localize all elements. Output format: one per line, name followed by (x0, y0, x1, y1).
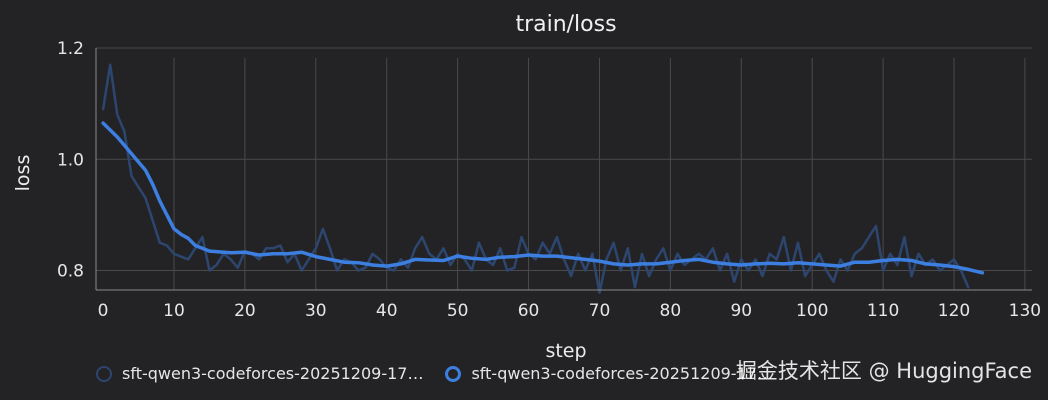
legend-swatch-series-1 (96, 365, 112, 382)
x-tick-label: 40 (376, 301, 398, 321)
series-line-1[interactable] (101, 63, 970, 295)
x-tick-label: 100 (796, 301, 828, 321)
watermark: 掘金技术社区 @ HuggingFace (735, 359, 1032, 383)
series-line-2[interactable] (101, 121, 985, 275)
x-tick-label: 130 (1009, 301, 1041, 321)
axes: 0 10 20 30 40 50 60 70 80 90 100 110 120 130 0.8 1.0 1.2 (57, 39, 1041, 321)
x-tick-label: 110 (867, 301, 899, 321)
y-tick-label: 1.2 (57, 39, 84, 59)
y-axis-label: loss (12, 155, 34, 192)
legend-item-series-2[interactable]: sft-qwen3-codeforces-20251209-17… (445, 364, 773, 383)
series-layer (101, 63, 985, 295)
legend-label-series-1: sft-qwen3-codeforces-20251209-17… (122, 364, 424, 383)
x-tick-label: 50 (447, 301, 469, 321)
x-tick-label: 20 (234, 301, 256, 321)
x-tick-label: 30 (305, 301, 327, 321)
legend: sft-qwen3-codeforces-20251209-17… sft-qw… (96, 364, 795, 383)
y-tick-label: 1.0 (57, 150, 84, 170)
legend-label-series-2: sft-qwen3-codeforces-20251209-17… (471, 364, 773, 383)
x-axis-label: step (545, 340, 586, 362)
x-tick-label: 90 (730, 301, 752, 321)
x-tick-label: 120 (938, 301, 970, 321)
legend-swatch-series-2 (445, 365, 462, 382)
x-tick-label: 70 (589, 301, 611, 321)
chart-title: train/loss (515, 12, 616, 37)
y-tick-label: 0.8 (57, 262, 84, 282)
x-tick-label: 80 (660, 301, 682, 321)
x-tick-label: 10 (163, 301, 185, 321)
x-tick-label: 0 (98, 301, 109, 321)
x-tick-label: 60 (518, 301, 540, 321)
legend-item-series-1[interactable]: sft-qwen3-codeforces-20251209-17… (96, 364, 423, 383)
grid-lines (96, 47, 1032, 290)
